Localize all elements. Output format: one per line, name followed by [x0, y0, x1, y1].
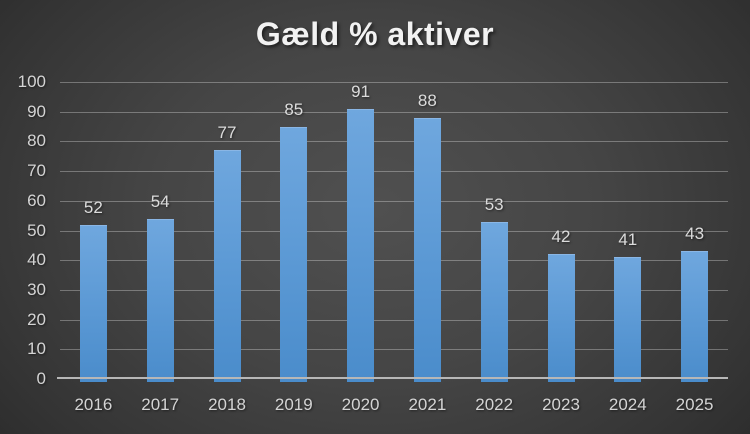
bar-value-label-2017: 54 [150, 191, 170, 211]
x-tick-label-2025: 2025 [675, 395, 714, 414]
bar-value-label-2020: 91 [351, 81, 371, 101]
y-tick-label-40: 40 [27, 250, 46, 270]
gridline-60 [60, 200, 728, 202]
x-tick-label-2024: 2024 [608, 395, 647, 414]
bar-2018 [213, 150, 241, 382]
bar-2016 [79, 224, 107, 382]
bar-value-label-2023: 42 [551, 227, 571, 247]
bar-2023 [547, 254, 575, 382]
bar-value-label-2024: 41 [618, 230, 638, 250]
bar-2025 [681, 251, 709, 382]
x-tick-label-2018: 2018 [208, 395, 246, 414]
bar-2024 [614, 257, 642, 382]
x-tick-label-2019: 2019 [274, 395, 313, 414]
x-tick-label-2017: 2017 [141, 395, 180, 414]
y-tick-label-90: 90 [27, 101, 46, 121]
x-tick-label-2020: 2020 [341, 395, 380, 414]
x-tick-label-2023: 2023 [542, 395, 580, 414]
x-tick-label-2016: 2016 [74, 395, 113, 414]
bar-2021 [413, 117, 441, 382]
bar-2019 [280, 126, 308, 382]
y-tick-label-0: 0 [36, 369, 46, 388]
gridline-30 [60, 289, 728, 291]
gridline-100 [60, 82, 728, 83]
bar-2022 [480, 221, 508, 382]
y-tick-label-10: 10 [27, 339, 46, 359]
y-tick-label-100: 100 [17, 72, 46, 91]
gridline-20 [60, 319, 728, 321]
gridline-80 [60, 141, 728, 143]
gridline-10 [60, 349, 728, 351]
bar-value-label-2025: 43 [685, 224, 705, 244]
gridline-90 [60, 111, 728, 113]
gridline-40 [60, 260, 728, 262]
bar-value-label-2019: 85 [284, 99, 304, 119]
gridline-50 [60, 230, 728, 232]
y-tick-label-70: 70 [27, 161, 46, 181]
bar-value-label-2021: 88 [417, 90, 437, 110]
x-axis-line [57, 377, 728, 379]
plot-area [57, 82, 728, 382]
bar-2017 [146, 218, 174, 382]
chart-title: Gæld % aktiver [255, 16, 495, 52]
y-tick-label-60: 60 [27, 190, 46, 210]
bar-value-label-2016: 52 [83, 197, 103, 217]
bar-2020 [347, 108, 375, 382]
bar-value-label-2018: 77 [217, 123, 237, 143]
y-tick-label-20: 20 [27, 309, 46, 329]
gridline-70 [60, 171, 728, 173]
bar-value-label-2022: 53 [484, 194, 504, 214]
y-tick-label-30: 30 [27, 279, 46, 299]
x-tick-label-2022: 2022 [475, 395, 514, 414]
y-tick-label-50: 50 [27, 220, 46, 240]
y-tick-label-80: 80 [27, 131, 46, 151]
x-tick-label-2021: 2021 [408, 395, 447, 414]
